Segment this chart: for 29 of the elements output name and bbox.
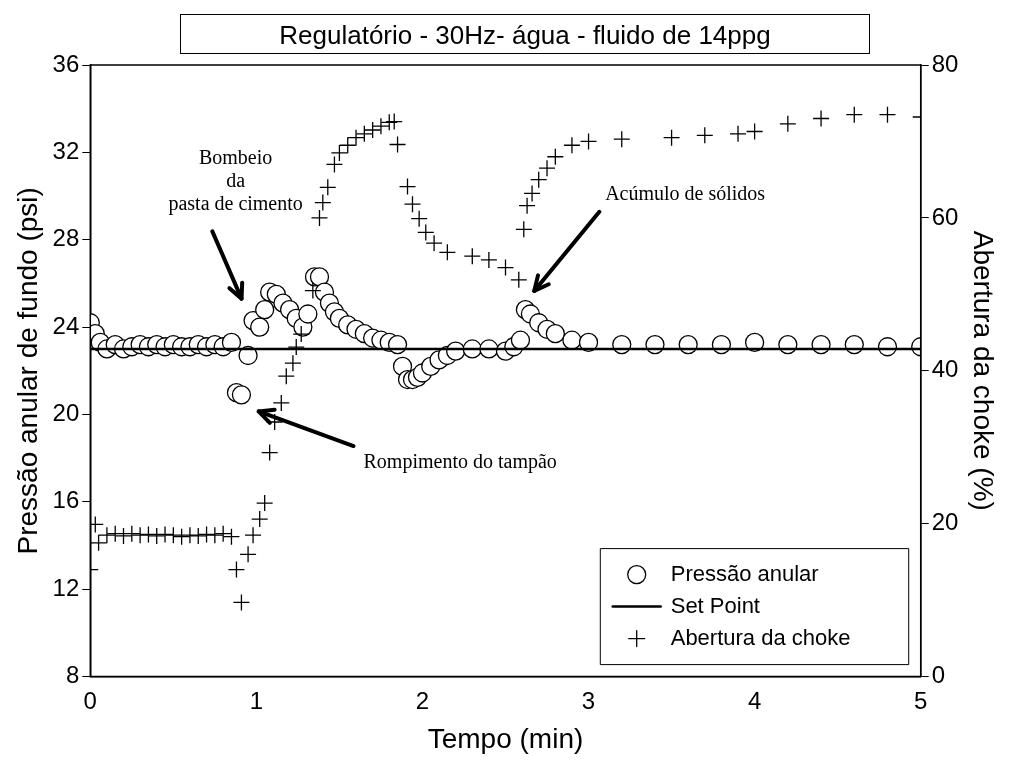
- y2-tick-label: 40: [931, 355, 959, 383]
- y2-axis-title: Abertura da choke (%): [968, 230, 1000, 511]
- legend-label: Abertura da choke: [670, 624, 851, 650]
- y-tick-label: 32: [52, 137, 80, 164]
- annotation: Acúmulo de sólidos: [605, 181, 766, 204]
- y-axis-title: Pressão anular de fundo (psi): [11, 187, 43, 555]
- chart-title: Regulatório - 30Hz- água - fluido de 14ppg: [180, 14, 870, 54]
- y-tick-label: 16: [52, 486, 80, 514]
- legend-label: Set Point: [670, 592, 760, 618]
- y2-tick-label: 60: [931, 202, 959, 230]
- y2-tick-label: 0: [931, 661, 946, 689]
- y2-tick-label: 20: [931, 508, 959, 536]
- x-axis-title: Tempo (min): [427, 722, 584, 754]
- y-tick-label: 12: [52, 573, 80, 601]
- legend-label: Pressão anular: [670, 560, 819, 586]
- y-tick-label: 28: [52, 224, 80, 252]
- x-tick-label: 5: [914, 686, 928, 714]
- y-tick-label: 36: [52, 49, 80, 77]
- annotation: Rompimento do tampão: [363, 450, 557, 474]
- y-tick-label: 20: [52, 399, 80, 427]
- x-tick-label: 2: [415, 686, 430, 714]
- x-tick-label: 0: [83, 686, 97, 714]
- x-tick-label: 1: [249, 686, 264, 714]
- y-tick-label: 24: [52, 311, 80, 339]
- y-tick-label: 8: [65, 661, 80, 689]
- annotation: Bombeio da pasta de cimento: [168, 146, 303, 216]
- y2-tick-label: 80: [931, 49, 959, 77]
- x-tick-label: 4: [747, 686, 762, 714]
- x-tick-label: 3: [581, 686, 596, 714]
